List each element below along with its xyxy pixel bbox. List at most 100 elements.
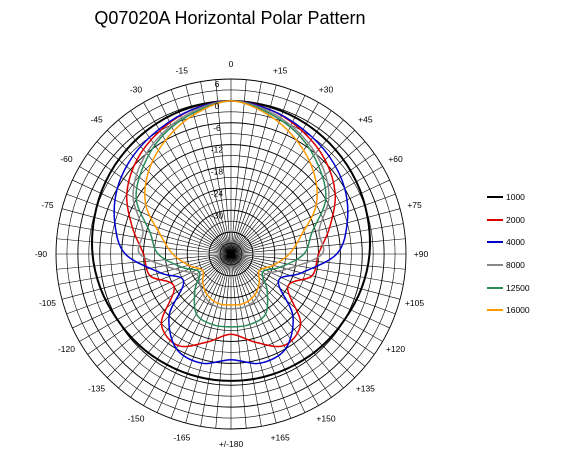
angle-label: +120: [386, 344, 405, 354]
angle-label: -75: [41, 200, 54, 210]
grid-spoke: [230, 253, 332, 398]
grid-spoke: [56, 238, 232, 255]
series-line-8000: [132, 100, 330, 310]
radial-tick-label: -6: [213, 123, 221, 133]
series-line-1000: [91, 99, 371, 382]
grid-spoke: [230, 81, 262, 255]
legend-swatch: [487, 264, 503, 267]
angle-label: +90: [414, 249, 429, 259]
angle-label: +60: [388, 154, 403, 164]
grid-spoke: [230, 179, 390, 255]
grid-spoke: [230, 166, 383, 255]
grid-spoke: [230, 253, 401, 300]
grid-spoke: [230, 79, 247, 255]
legend-swatch: [487, 309, 503, 312]
angle-label: -15: [176, 65, 189, 75]
grid-spoke: [230, 253, 306, 413]
grid-spoke: [230, 253, 406, 270]
polar-chart: 0 +15 +30 +45 +60 +75 +90 +105 +120 +135 +150 +165 +…: [35, 59, 429, 449]
angle-label: -150: [127, 414, 144, 424]
grid-spoke: [72, 179, 232, 255]
legend-item-2000: 2000: [487, 209, 567, 232]
legend-item-12500: 12500: [487, 276, 567, 299]
grid-spoke: [58, 253, 232, 285]
grid-spoke: [230, 253, 390, 329]
grid-spoke: [230, 253, 319, 406]
legend-item-1000: 1000: [487, 186, 567, 209]
grid-spoke: [170, 89, 232, 255]
radial-tick-label: 0: [215, 101, 220, 111]
grid-spoke: [230, 208, 401, 255]
angle-label: -90: [35, 249, 48, 259]
grid-spoke: [230, 253, 247, 429]
grid-spoke: [143, 102, 232, 255]
grid-spoke: [200, 253, 232, 427]
grid-spoke: [79, 253, 232, 342]
grid-spoke: [156, 253, 232, 413]
polar-grid: [55, 78, 407, 430]
legend-swatch: [487, 286, 503, 289]
legend: 1000 2000 4000 8000 12500 16000: [487, 186, 567, 322]
legend-label: 1000: [506, 192, 525, 203]
legend-swatch: [487, 196, 503, 199]
grid-spoke: [230, 193, 396, 255]
angle-label: -135: [88, 383, 105, 393]
grid-spoke: [56, 253, 232, 270]
legend-item-4000: 4000: [487, 231, 567, 254]
grid-spoke: [215, 79, 232, 255]
angle-label: -30: [130, 84, 143, 94]
grid-spoke: [96, 253, 232, 367]
grid-spoke: [230, 253, 383, 342]
grid-spoke: [107, 130, 232, 255]
grid-spoke: [230, 253, 404, 285]
legend-item-8000: 8000: [487, 254, 567, 277]
grid-spoke: [72, 253, 232, 329]
grid-spoke: [230, 102, 319, 255]
grid-spoke: [230, 119, 344, 255]
legend-label: 8000: [506, 260, 525, 271]
angle-label: 0: [229, 59, 234, 69]
series-layer: [91, 99, 371, 382]
grid-spoke: [66, 253, 232, 315]
angle-label: +15: [273, 65, 288, 75]
grid-spoke: [230, 253, 375, 355]
legend-item-16000: 16000: [487, 299, 567, 322]
legend-label: 2000: [506, 214, 525, 225]
angle-label: -105: [39, 298, 56, 308]
series-line-4000: [113, 100, 349, 365]
angle-label: +150: [316, 414, 335, 424]
grid-spoke: [79, 166, 232, 255]
grid-spoke: [230, 253, 366, 367]
legend-swatch: [487, 218, 503, 221]
angle-label: +135: [356, 383, 375, 393]
grid-spoke: [143, 253, 232, 406]
chart-title: Q07020A Horizontal Polar Pattern: [94, 8, 366, 28]
legend-label: 16000: [506, 305, 530, 316]
radial-tick-label: -18: [211, 167, 224, 177]
legend-label: 4000: [506, 237, 525, 248]
series-line-2000: [125, 100, 337, 348]
grid-spoke: [185, 253, 232, 424]
grid-spoke: [230, 253, 262, 427]
radial-tick-label: -30: [211, 210, 224, 220]
grid-spoke: [230, 253, 396, 315]
grid-spoke: [170, 253, 232, 419]
grid-spoke: [66, 193, 232, 255]
grid-spoke: [230, 130, 355, 255]
angle-label: +/-180: [219, 439, 244, 449]
legend-swatch: [487, 241, 503, 244]
grid-spoke: [87, 253, 232, 355]
legend-label: 12500: [506, 282, 530, 293]
grid-spoke: [230, 253, 292, 419]
series-line-12500: [135, 100, 327, 328]
grid-spoke: [230, 223, 404, 255]
angle-label: +105: [405, 298, 424, 308]
grid-spoke: [200, 81, 232, 255]
grid-spoke: [118, 253, 232, 389]
grid-spoke: [230, 253, 344, 389]
angle-label: -60: [60, 154, 73, 164]
radial-tick-label: -24: [211, 188, 224, 198]
angle-label: +75: [407, 200, 422, 210]
angle-label: -45: [91, 115, 104, 125]
grid-spoke: [130, 253, 232, 398]
